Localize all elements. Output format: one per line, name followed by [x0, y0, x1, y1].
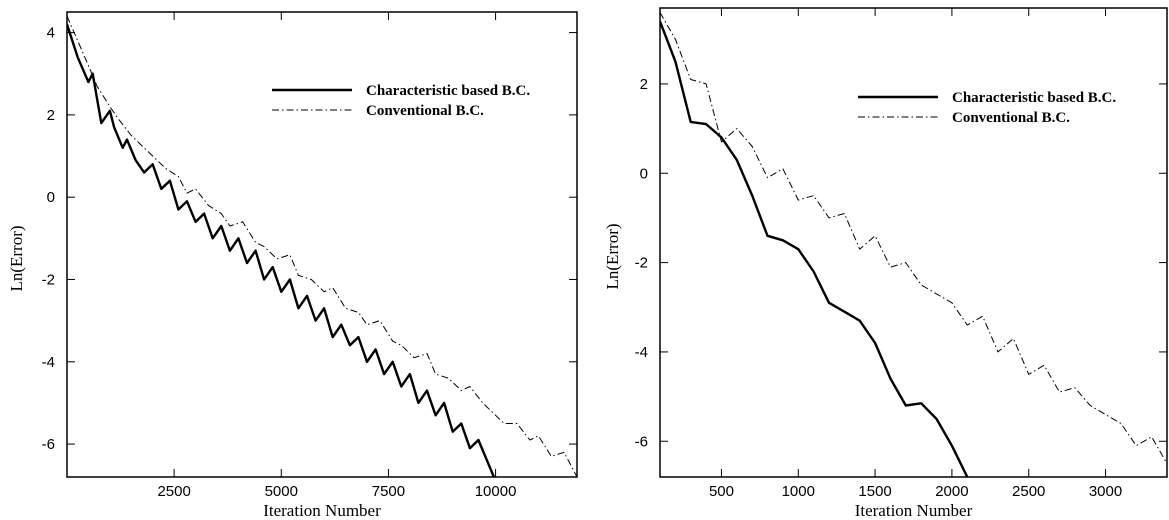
y-tick-label: -6 [635, 433, 648, 450]
plot-frame [659, 7, 1168, 478]
y-tick-label: 0 [640, 165, 648, 182]
y-tick-label: 0 [47, 189, 55, 206]
legend-label-characteristic: Characteristic based B.C. [952, 90, 1116, 106]
x-tick-label: 2500 [1012, 483, 1045, 500]
series-line-characteristic [660, 20, 969, 477]
x-tick-label: 5000 [265, 483, 298, 500]
x-axis-label: Iteration Number [855, 501, 973, 520]
x-tick-label: 7500 [372, 483, 405, 500]
y-tick-label: -6 [42, 436, 55, 453]
series-line-conventional [67, 15, 577, 477]
series-line-conventional [660, 12, 1167, 464]
y-axis-label: Ln(Error) [7, 225, 26, 291]
x-tick-label: 10000 [475, 483, 517, 500]
series-line-characteristic [67, 23, 496, 477]
legend-label-conventional: Conventional B.C. [366, 103, 484, 119]
y-tick-label: -4 [635, 344, 648, 361]
x-tick-label: 1000 [782, 483, 815, 500]
x-axis-label: Iteration Number [263, 501, 381, 520]
x-tick-label: 2500 [157, 483, 190, 500]
x-tick-label: 500 [709, 483, 734, 500]
y-tick-label: -4 [42, 354, 55, 371]
y-tick-label: -2 [42, 271, 55, 288]
y-tick-label: 2 [47, 107, 55, 124]
legend-label-characteristic: Characteristic based B.C. [366, 83, 530, 99]
y-tick-label: -2 [635, 255, 648, 272]
y-tick-label: 2 [640, 76, 648, 93]
plot-frame [66, 11, 578, 478]
legend-label-conventional: Conventional B.C. [952, 110, 1070, 126]
y-tick-label: 4 [47, 25, 55, 42]
x-tick-label: 2000 [935, 483, 968, 500]
x-tick-label: 3000 [1089, 483, 1122, 500]
right-chart: 500 1000 1500 2000 2500 3000 2 0 -2 -4 -6 Iteration… [603, 7, 1168, 520]
left-chart: 2500 5000 7500 10000 4 2 0 -2 -4 -6 Iteration Numb… [7, 11, 578, 520]
x-tick-label: 1500 [858, 483, 891, 500]
y-axis-label: Ln(Error) [603, 223, 622, 289]
